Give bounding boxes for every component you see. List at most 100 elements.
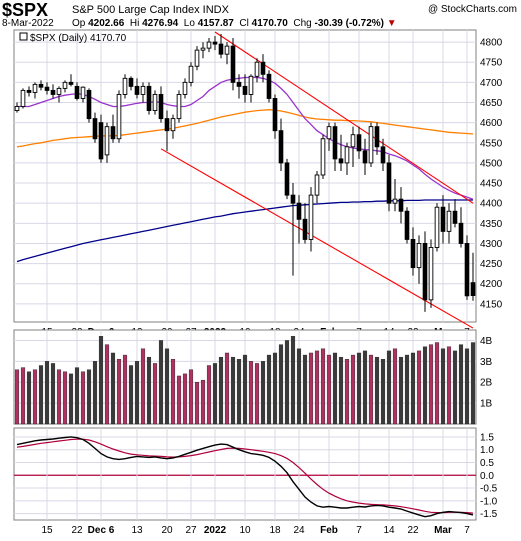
candle-body [464, 243, 470, 297]
candle-body [272, 98, 278, 132]
volume-bar [158, 340, 164, 425]
candle-body [86, 89, 92, 120]
volume-bar [230, 356, 236, 425]
volume-bar [398, 356, 404, 425]
candle-body [290, 194, 296, 204]
volume-bar [314, 350, 320, 425]
down-arrow-icon: ▼ [386, 18, 397, 29]
price-tick-label: 4150 [480, 299, 503, 310]
candle-body [368, 126, 374, 164]
volume-bar [302, 354, 308, 425]
volume-bar [32, 369, 38, 425]
x-tick-label-bottom: 22 [407, 525, 419, 536]
candle-body [428, 247, 434, 301]
close-label: Cl [239, 18, 249, 29]
volume-bar [164, 348, 170, 425]
volume-bar [50, 363, 56, 425]
candle-body [314, 174, 320, 196]
open-label: Op [72, 18, 86, 29]
macd-tick-label: -1.5 [480, 509, 498, 520]
volume-bar [404, 354, 410, 425]
volume-bar [470, 342, 476, 425]
volume-bar [440, 348, 446, 425]
volume-bar [368, 354, 374, 425]
x-tick-label-bottom: 27 [185, 525, 197, 536]
volume-bar [92, 361, 98, 425]
close-value: 4170.70 [251, 18, 288, 29]
volume-tick-label: 4B [480, 336, 493, 347]
candle-body [134, 85, 140, 95]
candle-body [188, 65, 194, 83]
candle-body [206, 41, 212, 49]
candle-body [110, 126, 116, 140]
candle-body [470, 282, 476, 296]
candle-body [410, 238, 416, 269]
volume-bar [188, 369, 194, 425]
volume-bar [278, 344, 284, 425]
volume-bar [122, 354, 128, 425]
price-tick-label: 4200 [480, 279, 503, 290]
volume-bar [254, 363, 260, 425]
candle-body [164, 118, 170, 132]
candle-body [434, 206, 440, 248]
volume-bar [128, 365, 134, 425]
volume-bar [332, 352, 338, 425]
price-tick-label: 4750 [480, 58, 503, 69]
volume-bar [236, 359, 242, 425]
volume-tick-label: 3B [480, 357, 493, 368]
candle-body [128, 77, 134, 87]
volume-bar [224, 352, 230, 425]
candle-body [326, 126, 332, 140]
volume-tick-label: 2B [480, 378, 493, 389]
candle-body [176, 93, 182, 120]
candle-body [200, 47, 206, 51]
trendline [214, 31, 474, 204]
candle-body [212, 41, 218, 45]
candle-body [338, 158, 344, 164]
macd-tick-label: 0.0 [480, 471, 494, 482]
macd-signal-line [16, 438, 474, 514]
price-tick-label: 4800 [480, 38, 503, 49]
macd-tick-label: -1.0 [480, 496, 498, 507]
macd-line [16, 436, 474, 518]
candle-body [254, 61, 260, 77]
candle-body [266, 73, 272, 99]
x-tick-label-bottom: 15 [41, 525, 53, 536]
volume-bar [86, 369, 92, 425]
price-tick-label: 4450 [480, 179, 503, 190]
candle-body [452, 210, 458, 224]
price-tick-label: 4650 [480, 98, 503, 109]
volume-bar [374, 356, 380, 425]
candle-body [392, 198, 398, 204]
candle-body [68, 81, 74, 85]
volume-bar [26, 371, 32, 425]
volume-bar [248, 361, 254, 425]
candle-body [398, 198, 404, 212]
candle-body [50, 89, 56, 95]
volume-bar [464, 348, 470, 425]
candle-body [158, 93, 164, 120]
x-tick-label-bottom: 18 [269, 525, 281, 536]
volume-bar [284, 340, 290, 425]
volume-bar [104, 344, 110, 425]
macd-tick-label: 1.5 [480, 432, 494, 443]
x-tick-label-bottom: 7 [356, 525, 362, 536]
candle-body [194, 49, 200, 67]
price-tick-label: 4500 [480, 158, 503, 169]
x-tick-label-bottom: 22 [71, 525, 83, 536]
candle-body [92, 118, 98, 140]
volume-bar [344, 359, 350, 425]
volume-bar [356, 352, 362, 425]
change-label: Chg [293, 18, 312, 29]
volume-bar [134, 361, 140, 425]
candle-body [380, 146, 386, 164]
x-tick-label-bottom: 13 [131, 525, 143, 536]
quote-date: 8-Mar-2022 [2, 18, 54, 29]
price-tick-label: 4400 [480, 199, 503, 210]
volume-bar [20, 367, 26, 425]
price-tick-label: 4600 [480, 118, 503, 129]
candle-body [26, 89, 32, 93]
candle-body [296, 202, 302, 220]
